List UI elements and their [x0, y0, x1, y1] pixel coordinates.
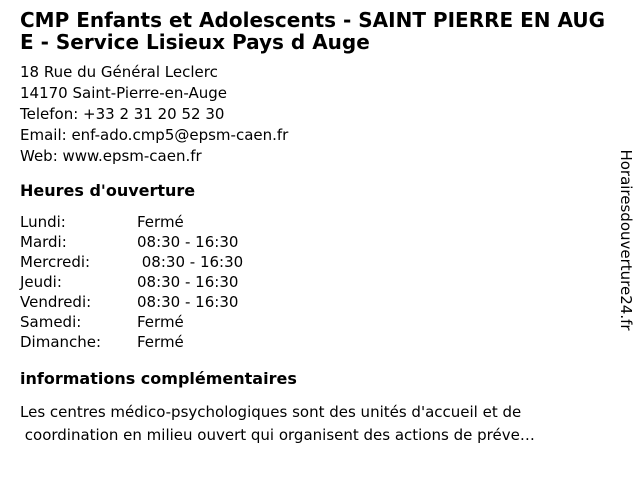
day-value: 08:30 - 16:30 [137, 233, 239, 251]
day-label: Mercredi: [20, 253, 91, 271]
day-value: Fermé [137, 213, 184, 231]
day-label: Jeudi: [20, 273, 62, 291]
day-value: 08:30 - 16:30 [137, 253, 244, 271]
day-label: Lundi: [20, 213, 66, 231]
email-line: Email: enf-ado.cmp5@epsm-caen.fr [20, 126, 289, 144]
day-label: Vendredi: [20, 293, 92, 311]
address-street: 18 Rue du Général Leclerc [20, 63, 218, 81]
day-label: Dimanche: [20, 333, 102, 351]
hours-row-saturday: Samedi: Fermé [20, 312, 620, 332]
opening-hours-list: Lundi: Fermé Mardi: 08:30 - 16:30 Mercredi… [20, 212, 620, 352]
day-label: Mardi: [20, 233, 67, 251]
main-content: CMP Enfants et Adolescents - SAINT PIERR… [20, 9, 620, 447]
day-value: 08:30 - 16:30 [137, 273, 239, 291]
additional-info-text: Les centres médico-psychologiques sont d… [20, 401, 620, 447]
hours-row-tuesday: Mardi: 08:30 - 16:30 [20, 232, 620, 252]
page-title: CMP Enfants et Adolescents - SAINT PIERR… [20, 9, 620, 53]
hours-row-wednesday: Mercredi: 08:30 - 16:30 [20, 252, 620, 272]
page-title-line-2: E - Service Lisieux Pays d Auge [20, 30, 370, 54]
additional-info-heading: informations complémentaires [20, 369, 297, 388]
address-city: 14170 Saint-Pierre-en-Auge [20, 84, 227, 102]
day-label: Samedi: [20, 313, 82, 331]
opening-hours-heading: Heures d'ouverture [20, 181, 196, 200]
phone-line: Telefon: +33 2 31 20 52 30 [20, 105, 225, 123]
contact-block: 18 Rue du Général Leclerc 14170 Saint-Pi… [20, 62, 620, 167]
hours-row-friday: Vendredi: 08:30 - 16:30 [20, 292, 620, 312]
site-watermark: Horairesdouverture24.fr [617, 149, 635, 331]
hours-row-monday: Lundi: Fermé [20, 212, 620, 232]
additional-info-line-2: coordination en milieu ouvert qui organi… [20, 426, 535, 444]
page-title-line-1: CMP Enfants et Adolescents - SAINT PIERR… [20, 8, 605, 32]
web-line: Web: www.epsm-caen.fr [20, 147, 202, 165]
hours-row-thursday: Jeudi: 08:30 - 16:30 [20, 272, 620, 292]
day-value: Fermé [137, 333, 184, 351]
day-value: 08:30 - 16:30 [137, 293, 239, 311]
hours-row-sunday: Dimanche: Fermé [20, 332, 620, 352]
day-value: Fermé [137, 313, 184, 331]
additional-info-line-1: Les centres médico-psychologiques sont d… [20, 403, 522, 421]
